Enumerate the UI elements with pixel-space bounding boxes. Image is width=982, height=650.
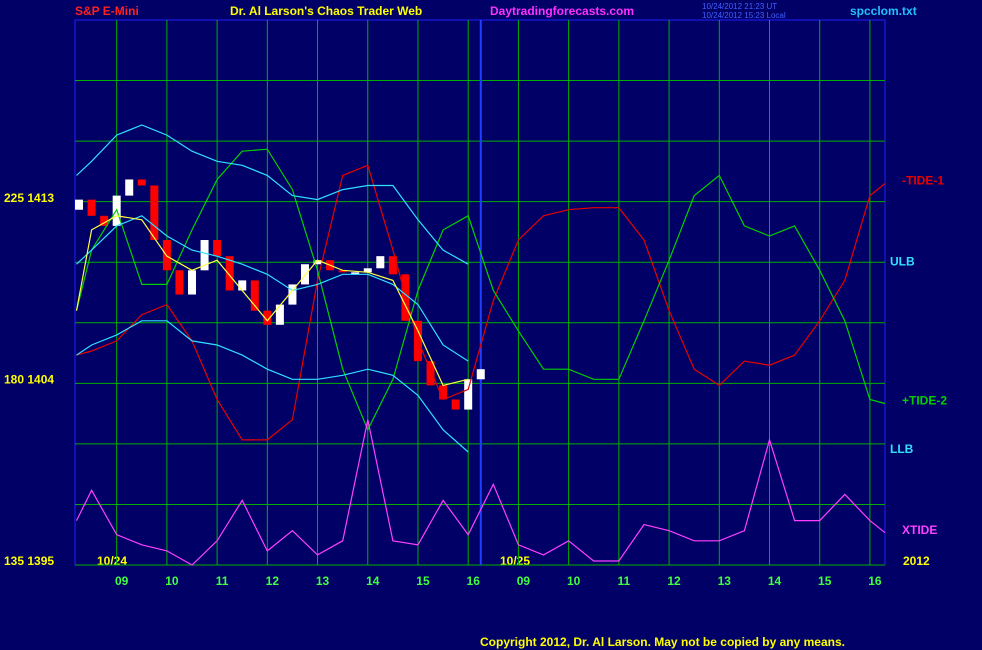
- series-label: +TIDE-2: [902, 394, 947, 408]
- candle: [313, 260, 322, 265]
- candle: [87, 199, 96, 216]
- candle: [100, 215, 109, 226]
- y-tick-label: 135 1395: [4, 554, 54, 568]
- candle: [300, 264, 309, 285]
- series-line: [76, 124, 469, 265]
- y-tick-label: 180 1404: [4, 373, 54, 387]
- series-label: ULB: [890, 254, 915, 268]
- candle: [75, 199, 84, 210]
- candle: [363, 268, 372, 273]
- x-tick-label: 13: [316, 574, 330, 588]
- timestamp-local: 10/24/2012 15:23 Local: [702, 11, 786, 20]
- candle: [288, 284, 297, 305]
- series-line: [76, 320, 469, 453]
- candle: [188, 270, 197, 295]
- candle: [426, 361, 435, 386]
- x-tick-label: 09: [115, 574, 129, 588]
- site: Daytradingforecasts.com: [490, 4, 634, 18]
- candle: [125, 179, 134, 196]
- instrument: S&P E-Mini: [75, 4, 139, 18]
- x-tick-label: 13: [718, 574, 732, 588]
- candle: [225, 256, 234, 291]
- candle: [338, 270, 347, 273]
- candle: [388, 256, 397, 275]
- series-line: [75, 215, 469, 387]
- timestamp-ut: 10/24/2012 21:23 UT: [702, 2, 777, 11]
- chart-title: Dr. Al Larson's Chaos Trader Web: [230, 4, 422, 18]
- candle: [476, 369, 485, 380]
- candle: [137, 179, 146, 186]
- candle: [238, 280, 247, 291]
- x-tick-label: 14: [366, 574, 380, 588]
- x-tick-label: 16: [868, 574, 882, 588]
- candle: [439, 385, 448, 400]
- series-line: [75, 148, 886, 432]
- series-line: [76, 164, 886, 441]
- candle: [150, 185, 159, 241]
- day-label: 10/25: [500, 554, 530, 568]
- x-tick-label: 10: [165, 574, 179, 588]
- candle: [376, 256, 385, 269]
- y-tick-label: 225 1413: [4, 191, 54, 205]
- candle: [351, 272, 360, 275]
- candle: [175, 270, 184, 295]
- series-line: [76, 215, 469, 362]
- series-label: XTIDE: [902, 523, 937, 537]
- series-line: [75, 419, 886, 566]
- candle: [213, 240, 222, 257]
- x-tick-label: 16: [467, 574, 481, 588]
- x-tick-label: 14: [768, 574, 782, 588]
- x-tick-label: 15: [416, 574, 430, 588]
- x-tick-label: 15: [818, 574, 832, 588]
- file-name: spcclom.txt: [850, 4, 917, 18]
- candle: [275, 304, 284, 325]
- day-label: 10/24: [97, 554, 127, 568]
- series-label: -TIDE-1: [902, 174, 944, 188]
- copyright: Copyright 2012, Dr. Al Larson. May not b…: [480, 635, 845, 649]
- x-tick-label: 11: [618, 574, 631, 588]
- x-tick-label: 12: [266, 574, 280, 588]
- year-label: 2012: [903, 554, 930, 568]
- candle: [451, 399, 460, 410]
- x-tick-label: 09: [517, 574, 531, 588]
- candle: [250, 280, 259, 311]
- series-label: LLB: [890, 442, 914, 456]
- x-tick-label: 12: [667, 574, 681, 588]
- x-tick-label: 11: [216, 574, 229, 588]
- x-tick-label: 10: [567, 574, 581, 588]
- candle: [263, 310, 272, 325]
- candle: [464, 379, 473, 410]
- candle: [200, 240, 209, 271]
